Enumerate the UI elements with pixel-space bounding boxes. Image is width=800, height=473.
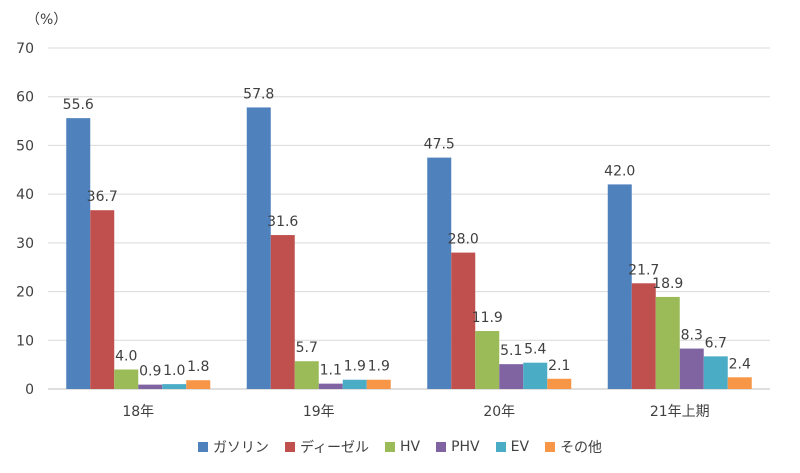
y-axis: 0 10 20 30 40 50 60 70 — [16, 41, 34, 398]
data-label: 1.9 — [344, 359, 366, 375]
bar-5-4 — [703, 356, 728, 389]
legend-label: HV — [399, 439, 421, 455]
data-label: 42.0 — [604, 163, 635, 179]
legend-label: ガソリン — [212, 440, 269, 456]
legend-item: EV — [495, 437, 530, 457]
bar-2-4 — [631, 283, 656, 389]
bar-4-2 — [318, 383, 343, 389]
bar-6-1 — [186, 380, 211, 389]
data-label: 1.9 — [368, 359, 390, 375]
data-label: 1.1 — [320, 363, 342, 379]
data-label: 1.8 — [187, 359, 209, 375]
legend-label: その他 — [560, 440, 603, 456]
data-label: 11.9 — [472, 310, 503, 326]
bar-6-3 — [547, 378, 572, 389]
legend-item: HV — [384, 437, 421, 457]
legend-label: PHV — [451, 439, 480, 455]
y-tick-label: 0 — [25, 382, 34, 398]
data-label: 5.1 — [500, 343, 522, 359]
x-axis: 18年 19年 20年 21年上期 — [122, 404, 709, 420]
data-label: 5.4 — [524, 342, 546, 358]
data-label: 4.0 — [115, 349, 137, 365]
bar-2-3 — [451, 252, 476, 389]
legend-label: ディーゼル — [299, 440, 369, 456]
bar-3-4 — [655, 296, 680, 389]
data-label: 2.4 — [729, 356, 751, 372]
bar-4-4 — [679, 348, 704, 389]
bar-3-3 — [475, 331, 500, 389]
legend-swatch — [495, 442, 506, 452]
x-tick-label: 21年上期 — [650, 404, 710, 420]
legend: ガソリン ディーゼル HV PHV EV その他 — [0, 437, 800, 457]
y-tick-label: 30 — [16, 236, 34, 252]
data-label: 36.7 — [87, 189, 118, 205]
bar-1-1 — [66, 118, 91, 390]
legend-item: ディーゼル — [284, 437, 369, 457]
legend-swatch — [197, 442, 208, 452]
data-label: 6.7 — [705, 335, 727, 351]
bar-5-1 — [162, 384, 187, 389]
y-unit-label: （%） — [26, 12, 67, 28]
data-label: 18.9 — [652, 276, 683, 292]
legend-swatch — [436, 442, 447, 452]
bar-3-1 — [114, 369, 139, 389]
legend-swatch — [284, 442, 295, 452]
data-label: 28.0 — [448, 232, 479, 248]
data-label: 1.0 — [163, 363, 185, 379]
bar-2-1 — [90, 210, 115, 389]
data-labels: 55.636.74.00.9 1.0 1.857.831.65.71.1 1.9 1.9… — [63, 86, 751, 379]
bar-1-2 — [246, 107, 271, 389]
data-label: 2.1 — [548, 358, 570, 374]
bars — [66, 107, 752, 390]
bar-4-1 — [138, 384, 163, 389]
bar-2-2 — [270, 235, 295, 389]
bar-1-3 — [427, 157, 452, 389]
x-tick-label: 20年 — [483, 404, 515, 420]
legend-item: ガソリン — [197, 437, 269, 457]
legend-swatch — [545, 442, 556, 452]
bar-5-2 — [342, 379, 367, 389]
bar-6-4 — [727, 377, 752, 389]
data-label: 8.3 — [681, 328, 703, 344]
y-tick-label: 50 — [16, 138, 34, 154]
bar-3-2 — [294, 361, 319, 389]
y-tick-label: 70 — [16, 41, 34, 57]
y-tick-label: 20 — [16, 285, 34, 301]
data-label: 31.6 — [267, 214, 298, 230]
y-tick-label: 10 — [16, 333, 34, 349]
data-label: 47.5 — [424, 137, 455, 153]
data-label: 5.7 — [296, 340, 318, 356]
data-label: 21.7 — [628, 262, 659, 278]
y-tick-label: 40 — [16, 187, 34, 203]
data-label: 57.8 — [243, 86, 274, 102]
bar-6-2 — [366, 379, 391, 389]
x-tick-label: 18年 — [122, 404, 154, 420]
bar-5-3 — [523, 362, 548, 389]
gridlines — [48, 47, 770, 390]
data-label: 55.6 — [63, 97, 94, 113]
bar-chart: （%） 0 10 20 30 40 50 60 70 55.6 36.7 4.00.9 1.0 1.8… — [16, 12, 770, 420]
legend-item: その他 — [545, 437, 602, 457]
bar-1-4 — [607, 184, 632, 389]
legend-swatch — [384, 442, 395, 452]
legend-item: PHV — [436, 437, 480, 457]
x-tick-label: 19年 — [303, 404, 335, 420]
data-label: 0.9 — [139, 364, 161, 380]
legend-label: EV — [510, 439, 530, 455]
bar-4-3 — [499, 364, 524, 389]
y-tick-label: 60 — [16, 90, 34, 106]
